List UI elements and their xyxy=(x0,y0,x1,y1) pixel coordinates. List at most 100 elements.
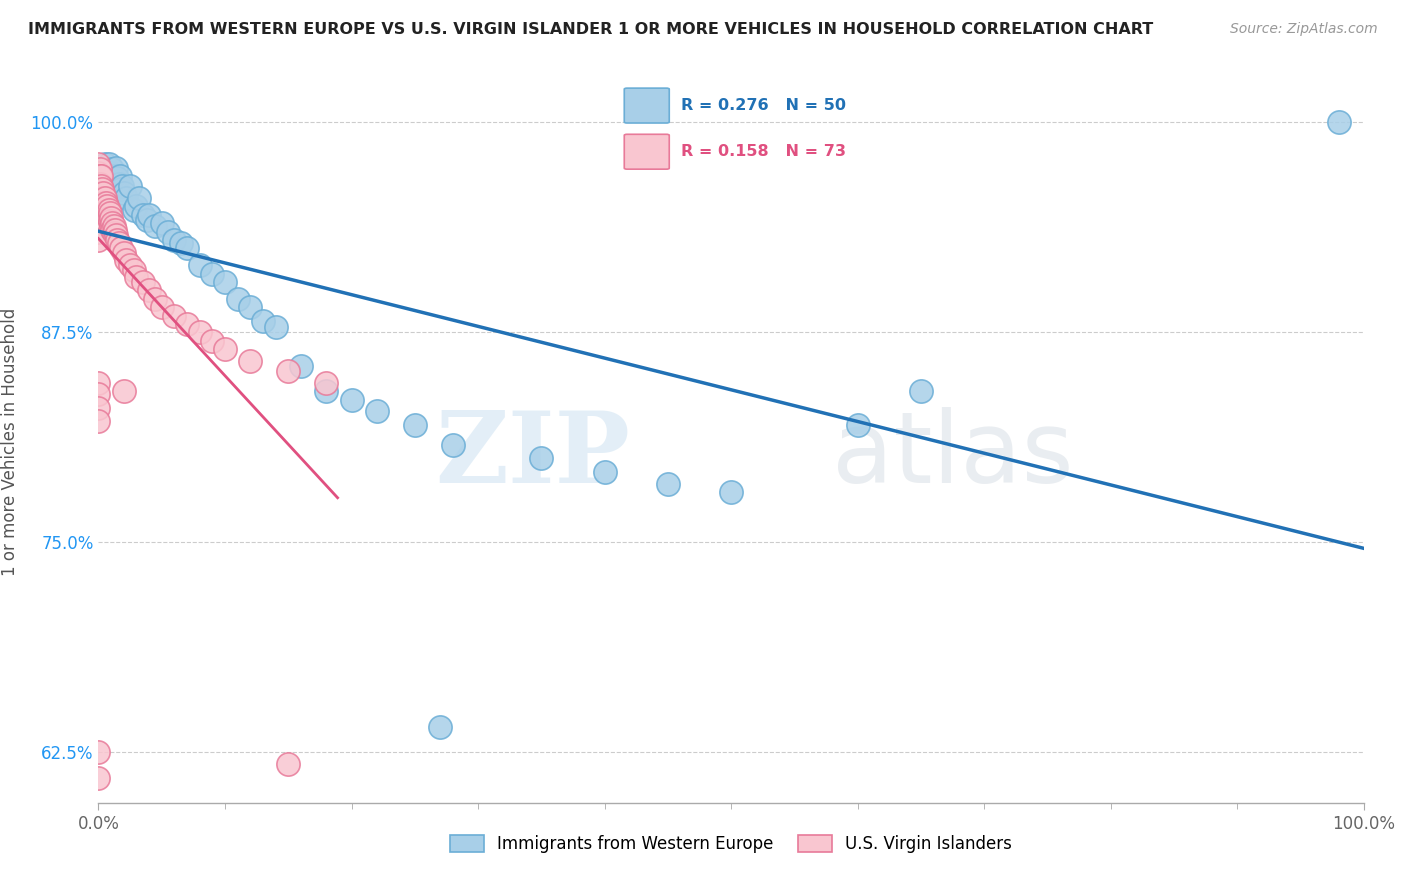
Text: Source: ZipAtlas.com: Source: ZipAtlas.com xyxy=(1230,22,1378,37)
Point xyxy=(89,178,111,192)
Point xyxy=(201,334,224,348)
Point xyxy=(111,179,134,194)
Point xyxy=(101,162,124,177)
Point xyxy=(290,359,312,373)
Point xyxy=(120,258,141,272)
Point xyxy=(93,204,115,219)
Text: R = 0.158   N = 73: R = 0.158 N = 73 xyxy=(681,145,845,160)
Point xyxy=(120,179,141,194)
Point xyxy=(105,161,128,175)
Point xyxy=(87,157,110,171)
Point xyxy=(93,191,117,205)
Point xyxy=(87,166,110,180)
Point xyxy=(87,376,110,390)
Point xyxy=(91,182,114,196)
Point xyxy=(264,320,287,334)
Point xyxy=(93,186,115,200)
Point xyxy=(104,223,127,237)
Point xyxy=(252,313,274,327)
Point xyxy=(404,417,426,432)
Point xyxy=(366,404,388,418)
Point xyxy=(103,169,125,183)
Point xyxy=(239,354,262,368)
Point xyxy=(214,275,236,289)
Point xyxy=(112,246,135,260)
Point xyxy=(98,214,121,228)
Point xyxy=(239,300,262,314)
Point xyxy=(138,283,160,297)
Point xyxy=(90,196,112,211)
Point xyxy=(910,384,932,398)
Point xyxy=(87,225,110,239)
Point xyxy=(89,186,111,200)
Point xyxy=(315,376,337,390)
Point xyxy=(90,187,112,202)
Point xyxy=(100,174,122,188)
Point xyxy=(105,227,128,242)
Point xyxy=(87,745,110,759)
Point xyxy=(96,166,118,180)
Point xyxy=(87,387,110,401)
Point xyxy=(107,233,129,247)
Point xyxy=(122,263,145,277)
Point xyxy=(277,364,299,378)
Point xyxy=(107,236,129,251)
Point xyxy=(89,162,111,177)
Point xyxy=(103,219,125,234)
Point xyxy=(107,170,129,185)
Point xyxy=(277,757,299,772)
Point xyxy=(87,216,110,230)
Point xyxy=(87,182,110,196)
Point xyxy=(1327,115,1350,129)
Point xyxy=(315,384,337,398)
Point xyxy=(429,720,451,734)
Point xyxy=(214,342,236,356)
Point xyxy=(110,241,132,255)
Point xyxy=(112,186,135,200)
Point xyxy=(145,219,166,234)
Point xyxy=(90,179,112,194)
Point xyxy=(110,182,132,196)
Point xyxy=(91,191,114,205)
Point xyxy=(530,451,553,466)
Text: IMMIGRANTS FROM WESTERN EUROPE VS U.S. VIRGIN ISLANDER 1 OR MORE VEHICLES IN HOU: IMMIGRANTS FROM WESTERN EUROPE VS U.S. V… xyxy=(28,22,1153,37)
Point xyxy=(101,223,124,237)
Point xyxy=(340,392,363,407)
Point xyxy=(108,169,131,183)
Y-axis label: 1 or more Vehicles in Household: 1 or more Vehicles in Household xyxy=(1,308,20,575)
Point xyxy=(96,199,118,213)
Point xyxy=(87,233,110,247)
Point xyxy=(226,292,249,306)
Point xyxy=(87,208,110,222)
Point xyxy=(89,194,111,209)
Point xyxy=(94,212,117,227)
Point xyxy=(103,226,125,240)
Point xyxy=(201,267,224,281)
Point xyxy=(115,253,138,268)
Point xyxy=(128,191,150,205)
Point xyxy=(593,465,616,479)
Point xyxy=(87,174,110,188)
Point xyxy=(441,438,464,452)
Point xyxy=(125,199,148,213)
Point xyxy=(96,208,118,222)
Point xyxy=(138,208,160,222)
FancyBboxPatch shape xyxy=(624,88,669,123)
Point xyxy=(91,199,114,213)
Point xyxy=(93,157,117,171)
Text: R = 0.276   N = 50: R = 0.276 N = 50 xyxy=(681,98,845,113)
Point xyxy=(125,269,148,284)
Point xyxy=(89,169,111,183)
Point xyxy=(87,199,110,213)
Point xyxy=(93,196,115,211)
Point xyxy=(176,317,198,331)
Point xyxy=(122,202,145,217)
Point xyxy=(163,233,186,247)
Point xyxy=(115,191,138,205)
Point xyxy=(132,208,155,222)
Point xyxy=(93,199,117,213)
Point xyxy=(87,191,110,205)
Point xyxy=(163,309,186,323)
Point xyxy=(112,384,135,398)
Point xyxy=(93,208,117,222)
